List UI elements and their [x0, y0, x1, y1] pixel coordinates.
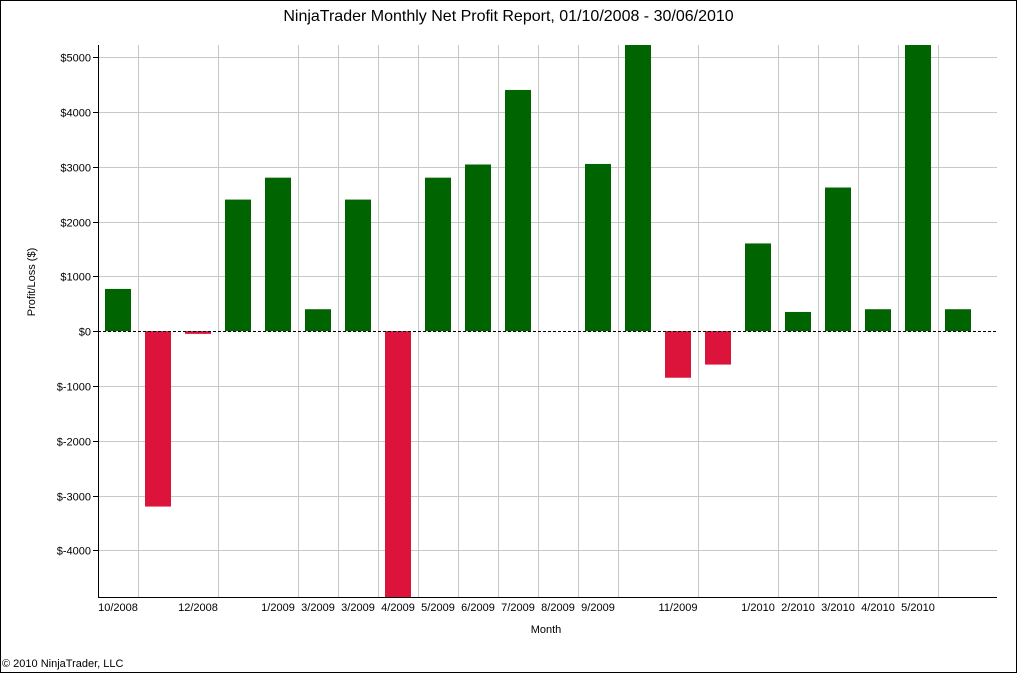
x-tick-label: 6/2009	[461, 602, 495, 614]
y-axis-label: Profit/Loss ($)	[26, 248, 38, 316]
bar-13	[625, 45, 651, 332]
x-tick-label: 11/2009	[659, 602, 698, 614]
x-tick-label: 12/2008	[178, 602, 218, 614]
x-tick-label: 10/2008	[98, 602, 138, 614]
bar-16	[745, 243, 771, 332]
y-tick-label: $0	[79, 327, 91, 339]
x-tick-label: 8/2009	[541, 602, 575, 614]
bar-12	[585, 163, 611, 332]
bar-6	[345, 199, 371, 332]
x-tick-label: 5/2010	[901, 602, 935, 614]
bar-9	[465, 164, 491, 332]
bar-8	[425, 177, 451, 332]
x-tick-label: 7/2009	[501, 602, 535, 614]
bar-3	[225, 199, 251, 332]
bar-14	[665, 331, 691, 378]
bar-1	[145, 331, 171, 507]
x-tick-label: 4/2009	[381, 602, 415, 614]
bar-18	[825, 187, 851, 332]
bar-2	[185, 331, 211, 334]
bar-21	[945, 309, 971, 332]
bar-5	[305, 309, 331, 332]
bar-20	[905, 45, 931, 332]
x-tick-label: 1/2010	[741, 602, 775, 614]
bar-7	[385, 331, 411, 597]
bar-19	[865, 309, 891, 332]
bar-4	[265, 177, 291, 332]
y-tick-label: $3000	[60, 163, 91, 175]
x-tick-label: 3/2009	[341, 602, 375, 614]
bar-17	[785, 311, 811, 332]
copyright-text: © 2010 NinjaTrader, LLC	[2, 658, 124, 670]
y-tick-label: $4000	[60, 108, 91, 120]
chart-title: NinjaTrader Monthly Net Profit Report, 0…	[283, 8, 734, 25]
x-tick-label: 4/2010	[861, 602, 895, 614]
bar-10	[505, 89, 531, 332]
bar-0	[105, 288, 131, 332]
y-tick-label: $5000	[60, 53, 91, 65]
y-tick-label: $-1000	[57, 382, 91, 394]
y-tick-label: $-3000	[57, 492, 91, 504]
x-tick-label: 5/2009	[421, 602, 455, 614]
bar-15	[705, 331, 731, 365]
x-tick-label: 9/2009	[581, 602, 615, 614]
y-tick-label: $-2000	[57, 437, 91, 449]
x-axis-label: Month	[531, 624, 562, 636]
x-tick-label: 3/2009	[301, 602, 335, 614]
y-tick-label: $-4000	[57, 546, 91, 558]
x-tick-label: 2/2010	[781, 602, 815, 614]
y-tick-label: $1000	[60, 272, 91, 284]
y-tick-label: $2000	[60, 218, 91, 230]
x-tick-label: 3/2010	[821, 602, 855, 614]
x-tick-label: 1/2009	[261, 602, 295, 614]
